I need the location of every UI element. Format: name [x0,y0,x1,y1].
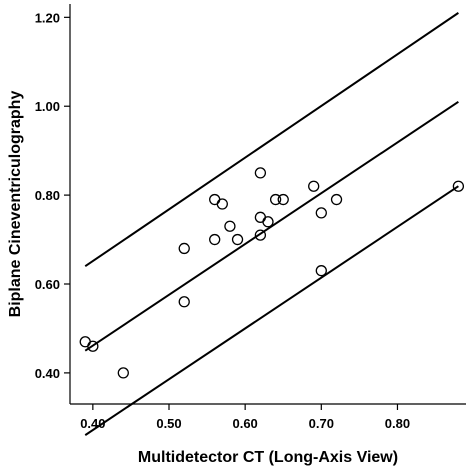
data-point [178,296,190,308]
data-point [216,198,228,210]
data-point [277,193,289,206]
x-axis-ticks: 0.40 0.50 0.60 0.70 0.80 [80,404,410,431]
data-point [315,265,327,277]
y-axis-title: Biplane Cineventriculography [7,91,24,318]
data-point [254,167,267,179]
data-point [178,242,190,255]
x-tick-label: 0.40 [80,416,105,431]
regression-line [84,100,459,352]
data-point [224,220,236,232]
y-tick-label: 1.20 [35,10,60,25]
plot-area [79,12,465,436]
upper-limit-line [84,12,459,268]
data-point [308,180,320,192]
data-point [452,180,465,192]
data-point [117,367,129,379]
data-point [315,207,327,219]
data-point [87,340,99,352]
axes [69,4,466,405]
x-tick-label: 0.70 [309,416,334,431]
data-point [330,193,343,206]
y-tick-label: 0.40 [35,366,60,381]
y-tick-label: 1.00 [35,99,60,114]
x-tick-label: 0.80 [385,416,410,431]
data-point [79,336,91,348]
y-tick-label: 0.60 [35,277,60,292]
data-point [269,193,282,206]
y-tick-label: 0.80 [35,188,60,203]
data-point [262,216,274,228]
data-point [254,229,267,241]
x-axis-title: Multidetector CT (Long-Axis View) [138,449,398,466]
data-point [231,233,244,246]
data-point [209,193,221,206]
data-point [209,233,221,246]
y-axis-ticks: 0.40 0.60 0.80 1.00 1.20 [35,10,70,381]
x-tick-label: 0.60 [232,416,257,431]
x-tick-label: 0.50 [156,416,181,431]
lower-limit-line [84,185,459,436]
data-point [254,211,267,223]
